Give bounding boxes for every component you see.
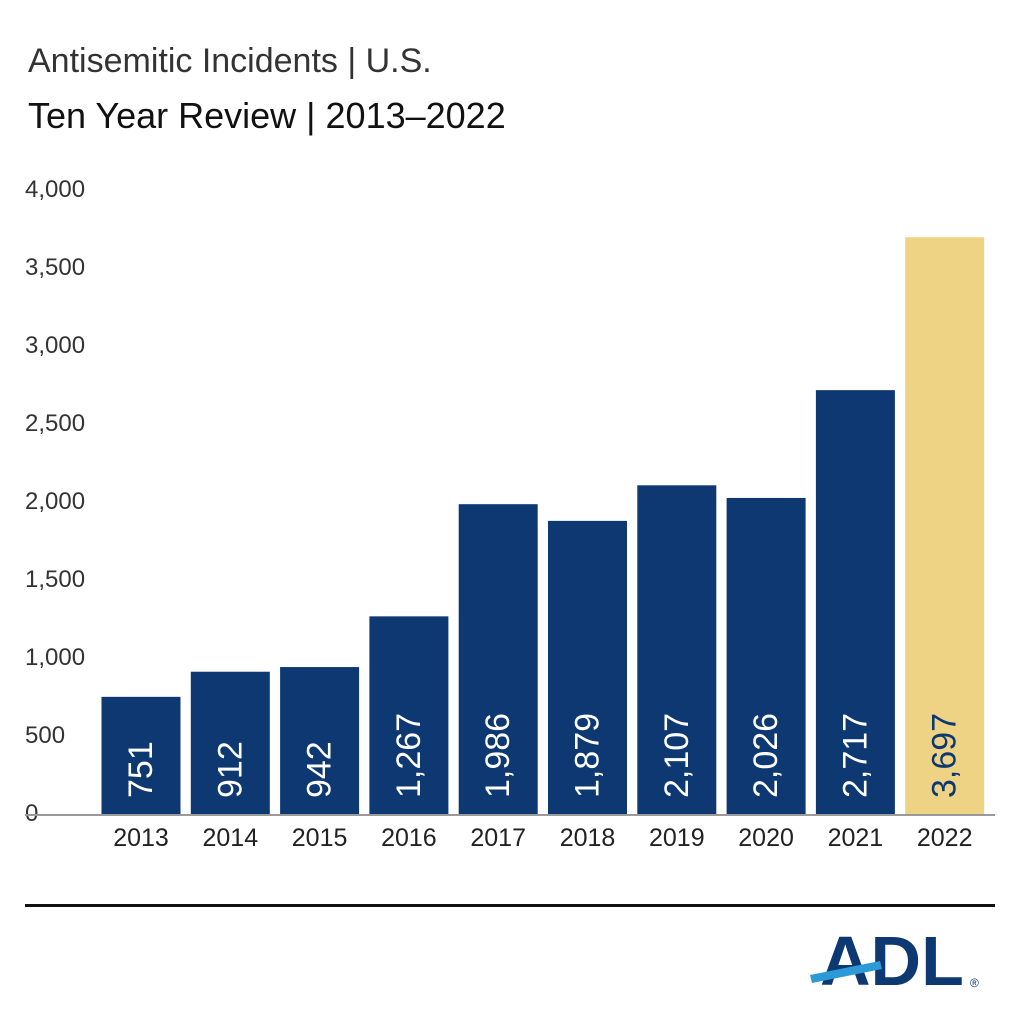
bar-2013 <box>101 696 181 814</box>
bar-value-label: 1,986 <box>479 713 517 798</box>
y-tick-label: 2,500 <box>25 410 85 437</box>
adl-registered-mark: ® <box>970 976 979 990</box>
bar-value-label: 751 <box>122 741 160 798</box>
bar-value-label: 2,717 <box>836 713 874 798</box>
bar-value-label: 1,879 <box>569 713 607 798</box>
bar-value-label: 942 <box>301 741 339 798</box>
bar-chart: 0 500 1,000 1,500 2,000 2,500 3,000 3,500 4,000 7… <box>25 176 995 852</box>
chart-title: Antisemitic Incidents | U.S. <box>28 42 432 80</box>
x-tick-label: 2015 <box>292 824 348 852</box>
y-tick-label: 500 <box>25 722 65 749</box>
bar-2022 <box>905 237 985 814</box>
y-tick-label: 1,500 <box>25 566 85 593</box>
bar-2016 <box>369 616 449 814</box>
x-tick-label: 2016 <box>381 824 437 852</box>
x-tick-label: 2018 <box>560 824 616 852</box>
footer-divider <box>25 904 995 907</box>
chart-subtitle: Ten Year Review | 2013–2022 <box>28 95 506 136</box>
bar-value-label: 1,267 <box>390 713 428 798</box>
x-tick-label: 2022 <box>917 824 973 852</box>
y-tick-label: 0 <box>25 800 38 827</box>
bar-2021 <box>815 390 895 814</box>
bar-2015 <box>280 667 360 814</box>
adl-logo-stripe <box>810 961 882 983</box>
bar-2018 <box>548 520 627 814</box>
x-tick-label: 2021 <box>828 824 884 852</box>
bar-value-label: 3,697 <box>926 713 964 798</box>
y-tick-label: 1,000 <box>25 644 85 671</box>
x-tick-label: 2017 <box>470 824 526 852</box>
x-tick-label: 2013 <box>113 824 169 852</box>
bar-value-label: 2,107 <box>658 713 696 798</box>
y-tick-label: 2,000 <box>25 488 85 515</box>
bar-value-label: 2,026 <box>747 713 785 798</box>
bar-2014 <box>190 671 270 814</box>
y-tick-label: 3,000 <box>25 332 85 359</box>
y-tick-label: 3,500 <box>25 254 85 281</box>
y-tick-label: 4,000 <box>25 176 85 203</box>
bar-2019 <box>637 485 717 814</box>
adl-logo-text: ADL <box>820 922 964 995</box>
x-tick-label: 2020 <box>738 824 794 852</box>
adl-logo: ADL ® <box>810 922 979 995</box>
x-tick-label: 2019 <box>649 824 705 852</box>
bar-value-label: 912 <box>211 741 249 798</box>
x-tick-label: 2014 <box>202 824 258 852</box>
bar-2020 <box>726 497 806 814</box>
bar-2017 <box>458 504 538 814</box>
